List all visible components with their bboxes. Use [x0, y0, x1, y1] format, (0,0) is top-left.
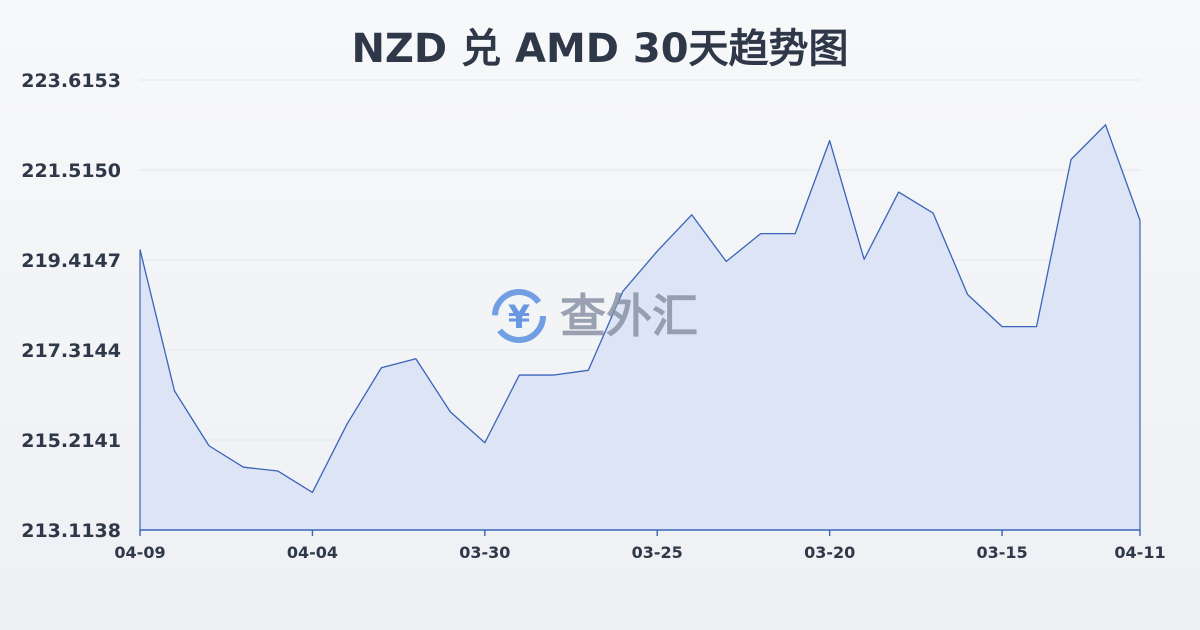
svg-text:¥: ¥ [508, 298, 530, 336]
series-line [139, 124, 1141, 494]
chart-title: NZD 兑 AMD 30天趋势图 [351, 26, 848, 72]
watermark-text: 查外汇 [560, 289, 698, 343]
x-tick-label: 04-04 [287, 543, 338, 562]
y-tick-label: 221.5150 [21, 160, 121, 182]
y-tick-labels: 223.6153 221.5150 219.4147 217.3144 215.2141… [21, 70, 121, 542]
series-area [139, 124, 1141, 530]
x-tick-label: 03-20 [804, 543, 855, 562]
area-fill [140, 124, 1140, 530]
y-tick-label: 217.3144 [21, 340, 121, 362]
yen-exchange-icon: ¥ [492, 289, 546, 343]
watermark: ¥ 查外汇 [492, 289, 698, 343]
x-tick-label: 04-11 [1114, 543, 1165, 562]
x-tick-labels: 04-09 04-04 03-30 03-25 03-20 03-15 04-11 [114, 543, 1165, 562]
y-tick-label: 213.1138 [21, 520, 121, 542]
y-tick-label: 223.6153 [21, 70, 121, 92]
y-tick-label: 215.2141 [21, 430, 121, 452]
axes [139, 249, 1141, 536]
x-tick-label: 04-09 [114, 543, 165, 562]
x-tick-label: 03-25 [632, 543, 683, 562]
x-tick-label: 03-30 [459, 543, 510, 562]
y-tick-label: 219.4147 [21, 250, 121, 272]
x-tick-label: 03-15 [976, 543, 1027, 562]
